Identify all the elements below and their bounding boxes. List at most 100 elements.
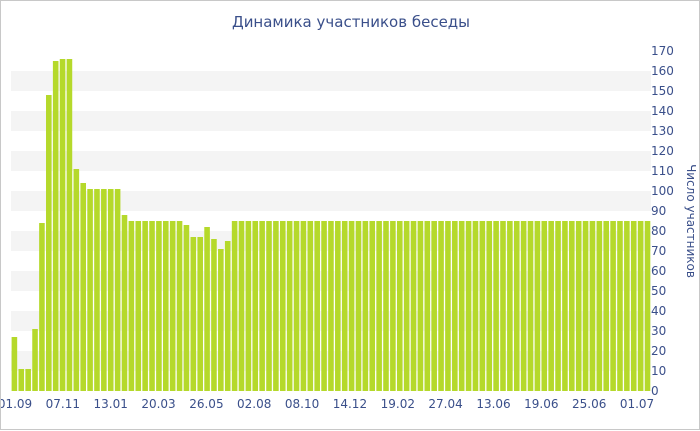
bar [231,221,238,391]
x-tick-label: 13.06 [476,397,510,411]
bar [279,221,286,391]
bar [341,221,348,391]
bar [73,169,80,391]
bar [582,221,589,391]
bar [66,59,73,391]
bar [328,221,334,391]
bar [142,221,148,391]
bar [114,189,121,391]
grid-band [11,191,651,211]
bar [18,369,25,391]
y-tick-label: 40 [651,304,666,318]
grid-band [11,151,651,171]
bar [527,221,534,391]
bar [513,221,520,391]
bar [452,221,458,391]
bar [369,221,376,391]
bar [445,221,451,391]
bar [80,183,86,391]
bar [637,221,644,391]
x-tick-label: 01.09 [1,397,32,411]
y-tick-label: 120 [651,144,674,158]
grid-band [11,71,651,91]
x-tick-label: 02.08 [237,397,271,411]
bar [417,221,424,391]
bar [101,189,107,391]
bar [424,221,431,391]
bar [603,221,610,391]
bar [163,221,169,391]
bar [610,221,616,391]
bar [238,221,245,391]
bar [321,221,327,391]
bar [190,237,197,391]
bar [335,221,341,391]
x-tick-label: 14.12 [333,397,367,411]
x-tick-label: 26.05 [189,397,223,411]
bar [617,221,623,391]
bar [25,369,31,391]
bar [211,239,217,391]
bar [403,221,410,391]
bar [555,221,561,391]
y-tick-label: 110 [651,164,674,178]
bar [245,221,252,391]
bar [644,221,651,391]
y-tick-label: 140 [651,104,674,118]
bar [479,221,486,391]
y-tick-label: 150 [651,84,674,98]
bar [569,221,575,391]
bar [314,221,320,391]
bar [486,221,493,391]
bar [11,337,18,391]
bar [493,221,499,391]
bar [396,221,403,391]
y-tick-label: 170 [651,44,674,58]
bar [500,221,506,391]
bar [121,215,128,391]
y-tick-label: 80 [651,224,666,238]
bar [156,221,162,391]
bar [183,225,190,391]
x-tick-label: 08.10 [285,397,319,411]
x-tick-label: 25.06 [572,397,606,411]
bar [390,221,396,391]
y-tick-label: 50 [651,284,666,298]
x-tick-label: 07.11 [46,397,80,411]
bar [59,59,66,391]
bar [252,221,259,391]
x-tick-label: 19.02 [381,397,415,411]
bar [410,221,417,391]
bar [376,221,382,391]
bar [562,221,568,391]
bar [307,221,314,391]
y-tick-label: 60 [651,264,666,278]
x-tick-label: 19.06 [524,397,558,411]
bar [534,221,541,391]
y-tick-labels: 0 10 20 30 40 50 60 70 80 90 100 110 120 130 140 150 160… [651,44,674,398]
y-tick-label: 70 [651,244,666,258]
bar [507,221,513,391]
bar [46,95,52,391]
y-tick-label: 130 [651,124,674,138]
x-tick-label: 27.04 [428,397,462,411]
bar [39,223,45,391]
bar [224,241,231,391]
bar [575,221,582,391]
y-tick-label: 160 [651,64,674,78]
bar [259,221,265,391]
x-tick-label: 01.07 [620,397,654,411]
bar [630,221,637,391]
bar [87,189,93,391]
chart-title: Динамика участников беседы [231,13,471,31]
bar [520,221,527,391]
bar [300,221,307,391]
bar [169,221,176,391]
bar [204,227,210,391]
x-tick-label: 20.03 [141,397,175,411]
bar [596,221,603,391]
y-axis-label: Число участников [684,164,698,278]
y-tick-label: 10 [651,364,666,378]
